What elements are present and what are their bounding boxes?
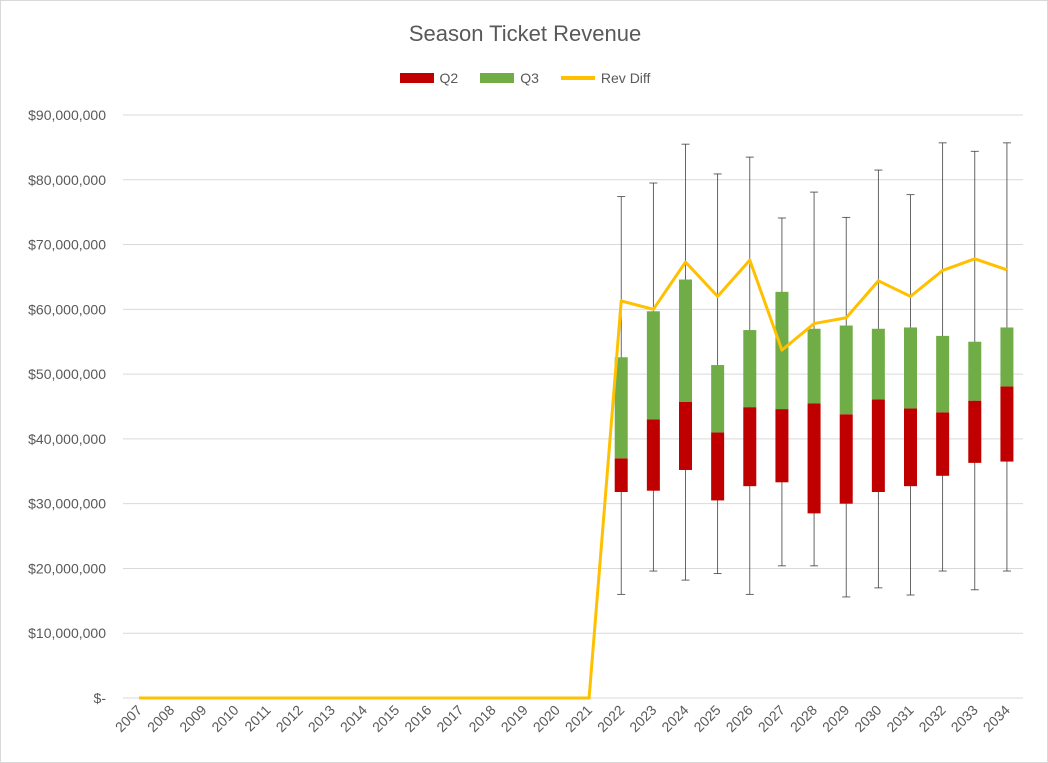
bar-q2 xyxy=(936,412,950,476)
y-tick-label: $40,000,000 xyxy=(28,431,106,447)
y-tick-label: $10,000,000 xyxy=(28,625,106,641)
x-tick-label: 2025 xyxy=(690,702,723,735)
legend-item-q3: Q3 xyxy=(480,70,539,86)
y-tick-label: $70,000,000 xyxy=(28,237,106,253)
x-tick-label: 2012 xyxy=(273,702,306,735)
chart-legend: Q2 Q3 Rev Diff xyxy=(1,70,1048,86)
bar-q3 xyxy=(839,325,853,415)
x-tick-label: 2008 xyxy=(144,702,177,735)
x-tick-label: 2028 xyxy=(787,702,820,735)
legend-label-rev-diff: Rev Diff xyxy=(600,70,651,86)
x-tick-label: 2020 xyxy=(530,702,563,735)
x-tick-label: 2018 xyxy=(465,702,498,735)
bar-q3 xyxy=(904,327,917,409)
x-tick-label: 2016 xyxy=(401,702,434,735)
bar-q2 xyxy=(839,414,853,504)
x-tick-label: 2033 xyxy=(948,702,981,735)
bar-q2 xyxy=(775,409,789,483)
bar-q2 xyxy=(807,403,821,514)
bar-q2 xyxy=(743,407,757,487)
x-tick-label: 2013 xyxy=(305,702,338,735)
x-tick-label: 2017 xyxy=(433,702,466,735)
bar-q2 xyxy=(646,419,660,491)
legend-swatch-q2 xyxy=(399,73,434,83)
bar-q3 xyxy=(711,365,725,433)
x-tick-label: 2015 xyxy=(369,702,402,735)
bar-q3 xyxy=(743,330,757,408)
chart-title: Season Ticket Revenue xyxy=(408,21,642,46)
bar-q3 xyxy=(936,335,950,413)
x-tick-label: 2029 xyxy=(819,702,852,735)
bar-q2 xyxy=(968,400,982,463)
x-tick-label: 2021 xyxy=(562,702,595,735)
legend-label-q2: Q2 xyxy=(439,70,459,86)
y-tick-label: $30,000,000 xyxy=(28,496,106,512)
y-tick-label: $20,000,000 xyxy=(28,560,106,576)
bar-q2 xyxy=(1000,386,1014,462)
legend-swatch-q3 xyxy=(480,73,515,83)
x-tick-label: 2011 xyxy=(241,702,274,735)
bar-q2 xyxy=(679,401,692,470)
bar-q2 xyxy=(711,432,725,501)
x-tick-label: 2024 xyxy=(658,702,691,735)
line-rev-diff xyxy=(139,257,1008,700)
bar-q2 xyxy=(614,458,628,493)
y-tick-label: $90,000,000 xyxy=(28,107,106,123)
x-tick-label: 2009 xyxy=(176,702,209,735)
bar-q3 xyxy=(614,357,628,459)
x-tick-label: 2019 xyxy=(498,702,531,735)
x-tick-label: 2027 xyxy=(755,702,788,735)
bar-q3 xyxy=(807,328,821,404)
x-tick-label: 2031 xyxy=(883,702,916,735)
x-tick-label: 2034 xyxy=(980,702,1013,735)
bar-q3 xyxy=(679,279,692,402)
y-tick-label: $- xyxy=(94,690,107,706)
x-tick-label: 2023 xyxy=(626,702,659,735)
bar-q3 xyxy=(646,311,660,420)
y-tick-label: $80,000,000 xyxy=(28,172,106,188)
y-tick-label: $50,000,000 xyxy=(28,366,106,382)
bar-q3 xyxy=(1000,327,1014,387)
x-tick-label: 2014 xyxy=(337,702,370,735)
x-tick-label: 2007 xyxy=(112,702,145,735)
x-tick-label: 2030 xyxy=(851,702,884,735)
legend-item-q2: Q2 xyxy=(399,70,459,86)
bar-q2 xyxy=(871,399,885,493)
y-tick-label: $60,000,000 xyxy=(28,301,106,317)
legend-item-rev-diff: Rev Diff xyxy=(560,70,651,86)
x-tick-label: 2032 xyxy=(915,702,948,735)
x-tick-label: 2022 xyxy=(594,702,627,735)
legend-label-q3: Q3 xyxy=(520,70,539,86)
legend-swatch-rev-diff xyxy=(560,76,595,80)
x-tick-label: 2010 xyxy=(208,702,241,735)
x-tick-label: 2026 xyxy=(723,702,756,735)
bar-q3 xyxy=(968,341,982,401)
bar-q2 xyxy=(904,408,917,487)
bar-q3 xyxy=(871,328,885,400)
